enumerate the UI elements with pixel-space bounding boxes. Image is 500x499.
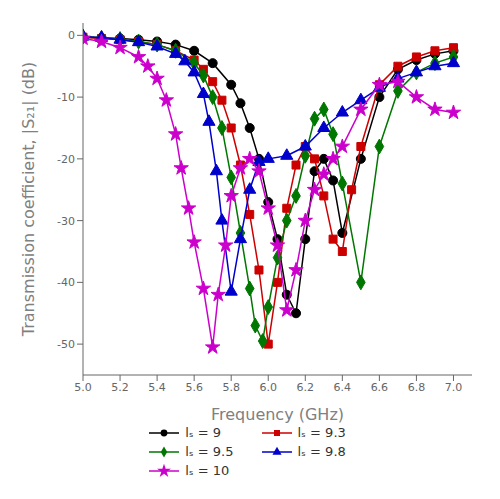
- svg-text:6.6: 6.6: [371, 381, 389, 394]
- svg-text:6.8: 6.8: [408, 381, 426, 394]
- svg-text:6.4: 6.4: [334, 381, 352, 394]
- html-text:lₛ = 9.3: lₛ = 9.3: [297, 425, 346, 440]
- svg-text:-50: -50: [57, 338, 75, 351]
- html-text:lₛ = 9: lₛ = 9: [185, 425, 222, 440]
- svg-text:-40: -40: [57, 276, 75, 289]
- svg-text:-20: -20: [57, 153, 75, 166]
- html-text:lₛ = 9.8: lₛ = 9.8: [297, 444, 346, 459]
- svg-text:5.4: 5.4: [148, 381, 166, 394]
- svg-text:-10: -10: [57, 91, 75, 104]
- svg-text:5.2: 5.2: [111, 381, 129, 394]
- svg-text:-30: -30: [57, 215, 75, 228]
- svg-text:5.0: 5.0: [74, 381, 92, 394]
- svg-text:6.0: 6.0: [259, 381, 277, 394]
- svg-text:Frequency (GHz): Frequency (GHz): [211, 405, 344, 424]
- svg-text:0: 0: [68, 29, 75, 42]
- html-text:lₛ = 9.5: lₛ = 9.5: [185, 444, 234, 459]
- html-text:lₛ = 10: lₛ = 10: [185, 463, 230, 478]
- svg-text:5.6: 5.6: [185, 381, 203, 394]
- svg-text:5.8: 5.8: [222, 381, 240, 394]
- svg-text:6.2: 6.2: [297, 381, 315, 394]
- svg-text:Transmission coefficient, |S₂₁: Transmission coefficient, |S₂₁| (dB): [19, 62, 38, 337]
- svg-text:7.0: 7.0: [445, 381, 463, 394]
